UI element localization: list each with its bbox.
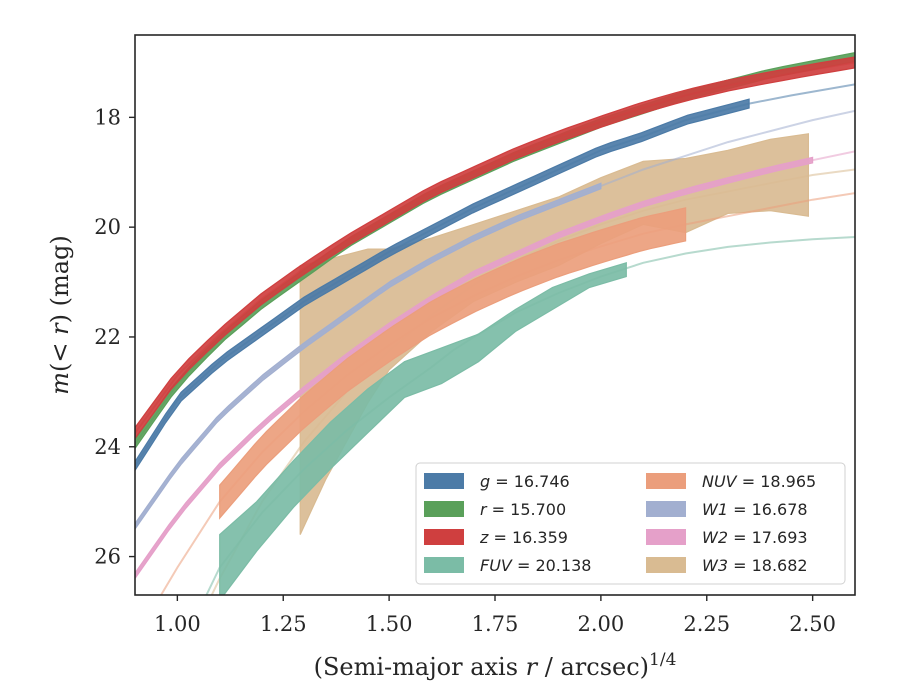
legend-value-nuv: 18.965 [760,472,816,491]
y-tick-label: 20 [94,215,121,239]
legend-value-w2: 17.693 [752,528,808,547]
series-z-band [135,56,855,440]
legend-swatch-w2 [646,529,686,545]
legend-swatch-r [424,501,464,517]
legend-item-z: z = 16.359 [424,528,568,547]
series-w3 [210,133,855,595]
legend-label-fuv: FUV = 20.138 [480,556,591,575]
series-g [135,83,855,472]
legend-item-r: r = 15.700 [424,500,566,519]
legend-equals: = [728,556,752,575]
legend-item-w1: W1 = 16.678 [646,500,808,519]
x-tick-label: 1.50 [366,612,413,636]
legend-label-w3: W3 = 18.682 [702,556,808,575]
series-nuv-band [219,207,687,520]
legend-swatch-w3 [646,557,686,573]
legend-band-w3: W3 [702,556,728,575]
series-z [135,56,855,440]
y-tick-label: 18 [94,105,121,129]
legend-value-z: 16.359 [512,528,568,547]
legend-equals: = [512,556,536,575]
legend-value-w3: 18.682 [752,556,808,575]
legend-band-nuv: NUV [702,472,738,491]
legend-swatch-nuv [646,473,686,489]
legend-band-w1: W1 [702,500,728,519]
legend-item-fuv: FUV = 20.138 [424,556,591,575]
series-fuv-band [219,261,627,595]
legend-swatch-g [424,473,464,489]
legend-band-z: z [479,528,489,547]
legend-value-r: 15.700 [510,500,566,519]
legend: g = 16.746 r = 15.700 z = 16.359 FUV = 20.1… [415,462,846,585]
y-tick-label: 26 [94,545,121,569]
legend-equals: = [487,500,511,519]
x-tick-label: 2.25 [683,612,730,636]
y-tick-label: 22 [94,325,121,349]
legend-label-g: g = 16.746 [480,472,570,491]
y-axis: 18 20 22 24 26 [94,105,135,569]
legend-label-z: z = 16.359 [479,528,568,547]
legend-label-w1: W1 = 16.678 [702,500,808,519]
legend-label-r: r = 15.700 [480,500,566,519]
legend-equals: = [488,528,512,547]
x-tick-label: 2.50 [789,612,836,636]
legend-item-w3: W3 = 18.682 [646,556,808,575]
legend-band-g: g [480,472,490,491]
legend-equals: = [737,472,761,491]
legend-band-w2: W2 [702,528,728,547]
y-tick-label: 24 [94,435,121,459]
legend-band-r: r [480,500,488,519]
series-g-band [135,98,750,472]
legend-item-g: g = 16.746 [424,472,570,491]
series-layer [135,51,855,595]
x-axis-label: (Semi-major axis r / arcsec)1/4 [314,650,677,681]
legend-value-w1: 16.678 [752,500,808,519]
legend-value-g: 16.746 [514,472,570,491]
legend-band-fuv: FUV [480,556,513,575]
series-nuv [159,192,855,595]
legend-box [415,462,846,585]
legend-swatch-fuv [424,557,464,573]
legend-item-w2: W2 = 17.693 [646,528,808,547]
legend-label-nuv: NUV = 18.965 [702,472,816,491]
legend-swatch-w1 [646,501,686,517]
x-tick-label: 1.00 [154,612,201,636]
x-tick-label: 1.75 [472,612,519,636]
y-axis-label: m(< r) (mag) [46,235,74,395]
series-fuv [205,236,855,595]
legend-equals: = [490,472,514,491]
series-w1 [135,109,855,531]
legend-label-w2: W2 = 17.693 [702,528,808,547]
x-tick-label: 1.25 [260,612,307,636]
x-tick-label: 2.00 [577,612,624,636]
legend-equals: = [728,528,752,547]
series-w1-band [135,182,602,531]
legend-equals: = [728,500,752,519]
plot-area [135,51,855,595]
x-axis: 1.00 1.25 1.50 1.75 2.00 2.25 2.50 [154,595,836,636]
legend-value-fuv: 20.138 [535,556,591,575]
legend-item-nuv: NUV = 18.965 [646,472,816,491]
legend-swatch-z [424,529,464,545]
